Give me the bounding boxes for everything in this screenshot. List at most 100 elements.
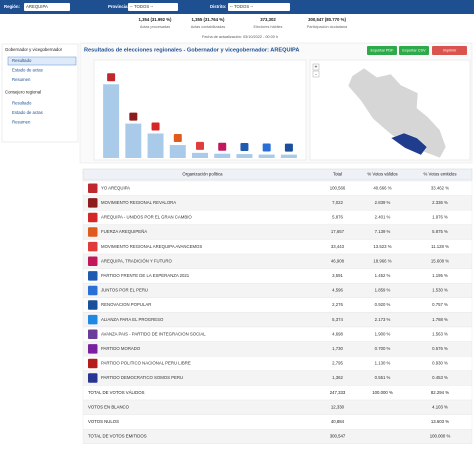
stat-label: Electores hábiles xyxy=(254,25,283,29)
bar-logo xyxy=(107,73,116,82)
party-name: AVANZA PAIS - PARTIDO DE INTEGRACION SOC… xyxy=(101,331,206,336)
stat-value: 300,547 (80.770 %) xyxy=(308,17,346,22)
cell-value: 1.130 % xyxy=(375,361,391,366)
cell-value: 0.700 % xyxy=(375,346,391,351)
cell-value: 5,374 xyxy=(332,317,343,322)
cell-value: 5,876 xyxy=(332,215,343,220)
cell-value: 17,657 xyxy=(331,229,345,234)
party-logo xyxy=(88,183,98,193)
zoom-out[interactable] xyxy=(312,70,320,78)
sidebar-item[interactable]: Resumen xyxy=(12,77,31,82)
stat-value: 1,355 (31.764 %) xyxy=(192,17,226,22)
cell-value: 1.195 % xyxy=(432,273,448,278)
party-name: MOVIMIENTO REGIONAL REVALORA xyxy=(101,200,176,205)
party-logo xyxy=(88,198,98,208)
filter-label: Región: xyxy=(4,4,21,9)
sidebar-item[interactable]: Resultado xyxy=(12,58,32,63)
cell-value: 33,443 xyxy=(331,244,345,249)
cell-value: 7,022 xyxy=(332,200,343,205)
sidebar-item[interactable]: Resultado xyxy=(12,101,32,106)
party-name: AREQUIPA - UNIDOS POR EL GRAN CAMBIO xyxy=(101,215,192,220)
sidebar-item[interactable]: Estado de actas xyxy=(12,110,43,115)
bar-logo xyxy=(129,112,138,121)
cell-value: 2.401 % xyxy=(375,215,391,220)
cell-value: 2.839 % xyxy=(375,200,391,205)
table-header-bg xyxy=(82,168,473,181)
column-header: % Votos emitidos xyxy=(424,172,457,177)
cell-value: 1.788 % xyxy=(432,317,448,322)
stat-label: Participación ciudadana xyxy=(307,25,348,29)
cell-value: 0.930 % xyxy=(432,361,448,366)
party-name: PARTIDO POLITICO NACIONAL PERU LIBRE xyxy=(101,361,191,366)
bar-logo xyxy=(240,143,249,152)
cell-value: 0.920 % xyxy=(375,302,391,307)
party-logo xyxy=(88,373,98,383)
cell-value: 0.757 % xyxy=(432,302,448,307)
dropdown[interactable] xyxy=(128,3,178,11)
bar-logo xyxy=(151,122,160,131)
button[interactable] xyxy=(432,46,467,55)
dropdown-value: AREQUIPA xyxy=(26,4,48,9)
stat-label: Actas procesadas xyxy=(140,25,170,29)
party-logo xyxy=(88,329,98,339)
filter-label: Distrito: xyxy=(210,4,227,9)
cell-value: 7.139 % xyxy=(375,229,391,234)
cell-value: 4,698 xyxy=(332,331,343,336)
party-name: AREQUIPA, TRADICIÓN Y FUTURO xyxy=(101,258,172,263)
party-name: PARTIDO DEMOCRATICO SOMOS PERU xyxy=(101,375,183,380)
cell-value: 100.000 % xyxy=(372,390,393,395)
bar xyxy=(147,133,164,158)
cell-value: 1.452 % xyxy=(375,273,391,278)
zoom-in[interactable] xyxy=(312,63,320,71)
bar xyxy=(103,84,120,158)
party-logo xyxy=(88,256,98,266)
cell-value: 2,276 xyxy=(332,302,343,307)
bar xyxy=(214,153,231,158)
party-logo xyxy=(88,358,98,369)
cell-value: 247,333 xyxy=(330,390,346,395)
page-title: Resultados de elecciones regionales - Go… xyxy=(84,47,299,53)
party-name: VOTOS NULOS xyxy=(88,419,119,424)
sidebar-item[interactable]: Resumen xyxy=(12,120,31,125)
cell-value: 1.976 % xyxy=(432,215,448,220)
cell-value: 3,591 xyxy=(332,273,343,278)
dropdown-value: -- TODOS -- xyxy=(230,4,254,9)
party-name: RENOVACION POPULAR xyxy=(101,302,151,307)
table-row xyxy=(82,180,473,196)
cell-value: 2.173 % xyxy=(375,317,391,322)
party-name: YO AREQUIPA xyxy=(101,185,130,190)
cell-value: 5.875 % xyxy=(432,229,448,234)
cell-value: 33.462 % xyxy=(431,185,449,190)
active-item xyxy=(7,56,77,66)
bar xyxy=(258,154,275,158)
map-peru xyxy=(347,67,447,159)
cell-value: 40,884 xyxy=(331,419,345,424)
party-logo xyxy=(88,285,98,296)
party-name: TOTAL DE VOTOS VÁLIDOS xyxy=(88,390,145,395)
bar xyxy=(192,152,208,158)
cell-value: 100,566 xyxy=(330,185,346,190)
button[interactable] xyxy=(399,46,429,55)
dropdown[interactable] xyxy=(228,3,290,11)
party-logo xyxy=(88,271,98,281)
button[interactable] xyxy=(367,46,397,55)
bar-logo xyxy=(173,134,182,143)
party-name: VOTOS EN BLANCO xyxy=(88,404,130,409)
party-name: PARTIDO MORADO xyxy=(101,346,141,351)
cell-value: 4,596 xyxy=(332,288,343,293)
party-name: MOVIMIENTO REGIONAL AREQUIPA AVANCEMOS xyxy=(101,244,202,249)
cell-value: 18.966 % xyxy=(373,258,391,263)
bar xyxy=(280,154,297,158)
sidebar-item[interactable]: Estado de actas xyxy=(12,68,43,73)
cell-value: 13.603 % xyxy=(431,419,449,424)
cell-value: 1,362 xyxy=(332,375,343,380)
table-row xyxy=(82,399,473,415)
cell-value: 2,795 xyxy=(332,361,343,366)
dropdown-value: -- TODOS -- xyxy=(130,4,154,9)
zoom-out-icon: - xyxy=(315,72,317,78)
cell-value: 11.128 % xyxy=(431,244,449,249)
dropdown[interactable] xyxy=(24,3,70,11)
cell-value: 46,908 xyxy=(331,258,345,263)
table-row xyxy=(82,429,473,444)
